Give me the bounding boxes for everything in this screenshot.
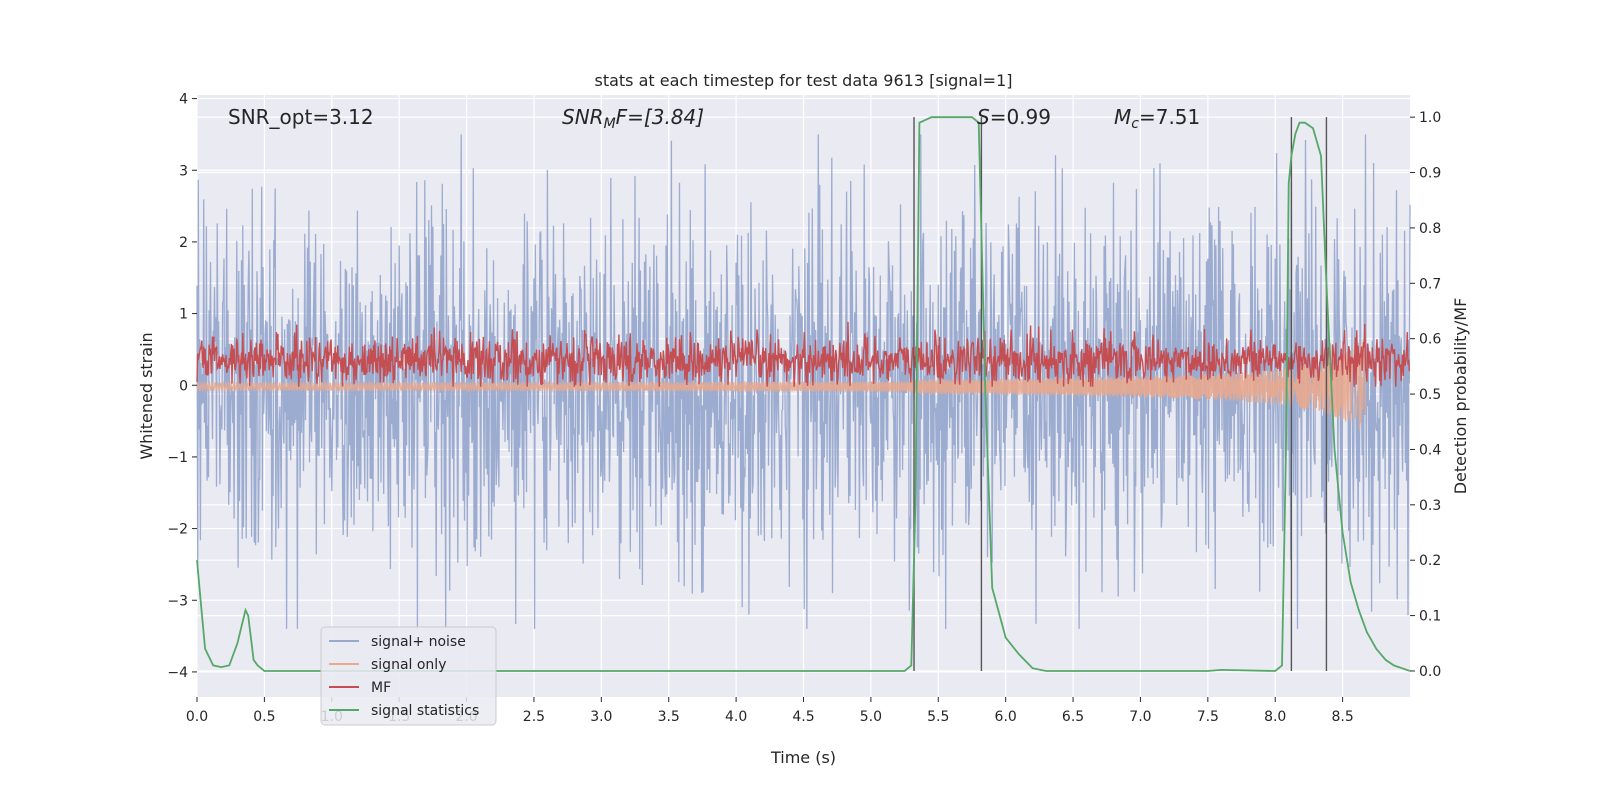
y-tick-label: 1 bbox=[179, 307, 188, 323]
x-tick-label: 6.0 bbox=[995, 709, 1017, 725]
y-right-tick-label: 0.5 bbox=[1419, 387, 1441, 403]
legend-entry: signal statistics bbox=[371, 703, 479, 719]
mf-line bbox=[196, 321, 1411, 387]
s-label: S bbox=[977, 105, 990, 129]
legend-box bbox=[320, 626, 497, 726]
y-right-tick-label: 0.7 bbox=[1419, 276, 1441, 292]
y-tick-label: −1 bbox=[167, 450, 188, 466]
y-right-tick-label: 0.2 bbox=[1419, 553, 1441, 569]
x-tick-label: 7.5 bbox=[1197, 709, 1219, 725]
x-tick-label: 4.5 bbox=[792, 709, 814, 725]
mf-series bbox=[196, 321, 1411, 387]
y-right-tick-label: 0.9 bbox=[1419, 166, 1441, 182]
signal-only-series bbox=[196, 335, 1367, 431]
x-tick-label: 8.0 bbox=[1264, 709, 1286, 725]
x-tick-label: 3.0 bbox=[590, 709, 612, 725]
x-tick-label: 0.5 bbox=[253, 709, 275, 725]
y-right-tick-label: 0.1 bbox=[1419, 609, 1441, 625]
y-tick-label: 3 bbox=[179, 163, 188, 179]
s-value: =0.99 bbox=[990, 105, 1051, 129]
y-right-tick-label: 0.0 bbox=[1419, 664, 1441, 680]
mc-base: M bbox=[1114, 105, 1131, 129]
snr-mf-annotation: SNRMF=[3.84] bbox=[562, 105, 704, 132]
y-tick-label: −4 bbox=[167, 665, 188, 681]
mc-subscript: c bbox=[1131, 116, 1139, 132]
x-axis-label: Time (s) bbox=[770, 748, 836, 767]
y-right-tick-label: 1.0 bbox=[1419, 110, 1441, 126]
x-tick-label: 7.0 bbox=[1129, 709, 1151, 725]
y-right-tick-label: 0.4 bbox=[1419, 442, 1441, 458]
legend-entry: signal+ noise bbox=[371, 634, 466, 650]
signal-statistics-series bbox=[196, 116, 1411, 672]
y-right-tick-label: 0.6 bbox=[1419, 332, 1441, 348]
y-tick-label: 4 bbox=[179, 92, 188, 108]
y-right-tick-label: 0.3 bbox=[1419, 498, 1441, 514]
snr-mf-rest: F=[3.84] bbox=[616, 105, 704, 129]
y-axis-label-right: Detection probability/MF bbox=[1451, 298, 1470, 495]
s-annotation: S=0.99 bbox=[977, 105, 1051, 129]
y-tick-label: 0 bbox=[179, 378, 188, 394]
y-tick-label: −2 bbox=[167, 522, 188, 538]
x-tick-label: 0.0 bbox=[186, 709, 208, 725]
y-axis-label-left: Whitened strain bbox=[137, 332, 156, 459]
snr-opt-annotation: SNR_opt=3.12 bbox=[228, 105, 374, 129]
chart-title: stats at each timestep for test data 961… bbox=[594, 71, 1012, 90]
x-tick-label: 8.5 bbox=[1331, 709, 1353, 725]
x-tick-label: 2.5 bbox=[523, 709, 545, 725]
x-tick-label: 5.5 bbox=[927, 709, 949, 725]
signal-only-line bbox=[196, 335, 1367, 431]
y-tick-label: 2 bbox=[179, 235, 188, 251]
axes: 0.00.51.01.52.02.53.03.54.04.55.05.56.06… bbox=[167, 92, 1441, 725]
mc-annotation: Mc=7.51 bbox=[1114, 105, 1200, 132]
x-tick-label: 6.5 bbox=[1062, 709, 1084, 725]
x-tick-label: 5.0 bbox=[860, 709, 882, 725]
mc-value: =7.51 bbox=[1139, 105, 1200, 129]
legend-entry: MF bbox=[371, 680, 391, 696]
y-right-tick-label: 0.8 bbox=[1419, 221, 1441, 237]
snr-mf-base: SNR bbox=[562, 105, 604, 129]
legend-entry: signal only bbox=[371, 657, 446, 673]
x-tick-label: 4.0 bbox=[725, 709, 747, 725]
snr-mf-subscript: M bbox=[604, 116, 616, 132]
x-tick-label: 3.5 bbox=[658, 709, 680, 725]
signal-statistics-line bbox=[196, 116, 1411, 672]
y-tick-label: −3 bbox=[167, 593, 188, 609]
legend: signal+ noise signal only MF signal statist… bbox=[320, 626, 497, 726]
